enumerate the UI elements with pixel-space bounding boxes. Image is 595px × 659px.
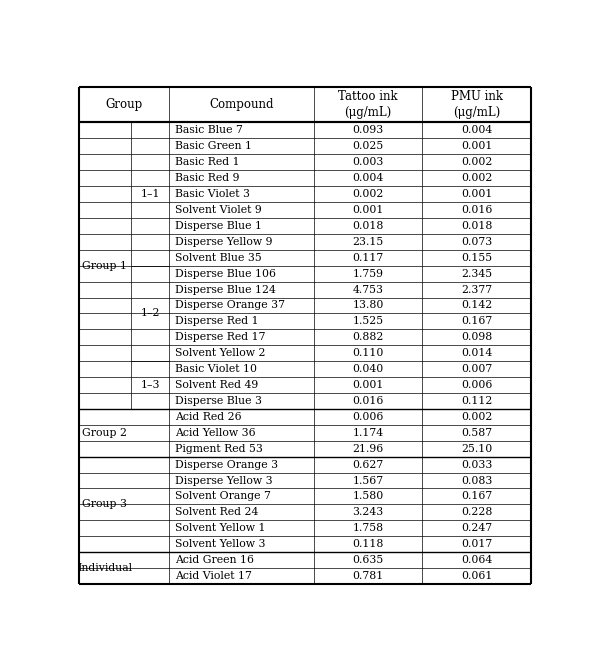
Text: Disperse Yellow 9: Disperse Yellow 9 bbox=[175, 237, 273, 247]
Text: 0.002: 0.002 bbox=[461, 173, 492, 183]
Text: 0.110: 0.110 bbox=[352, 348, 384, 358]
Text: 0.093: 0.093 bbox=[353, 125, 384, 136]
Text: 0.007: 0.007 bbox=[461, 364, 492, 374]
Text: 2.345: 2.345 bbox=[461, 269, 492, 279]
Text: 0.001: 0.001 bbox=[461, 189, 492, 199]
Text: 0.017: 0.017 bbox=[461, 539, 492, 549]
Text: 0.061: 0.061 bbox=[461, 571, 492, 581]
Text: Solvent Red 49: Solvent Red 49 bbox=[175, 380, 258, 390]
Text: Basic Green 1: Basic Green 1 bbox=[175, 142, 252, 152]
Text: 0.781: 0.781 bbox=[353, 571, 384, 581]
Text: Solvent Violet 9: Solvent Violet 9 bbox=[175, 205, 262, 215]
Text: Disperse Blue 3: Disperse Blue 3 bbox=[175, 396, 262, 406]
Text: Acid Yellow 36: Acid Yellow 36 bbox=[175, 428, 255, 438]
Text: Group 2: Group 2 bbox=[83, 428, 127, 438]
Text: 0.002: 0.002 bbox=[461, 412, 492, 422]
Text: 1–1: 1–1 bbox=[140, 189, 160, 199]
Text: 0.073: 0.073 bbox=[461, 237, 492, 247]
Text: 0.014: 0.014 bbox=[461, 348, 492, 358]
Text: 2.377: 2.377 bbox=[461, 285, 492, 295]
Text: 0.167: 0.167 bbox=[461, 316, 492, 326]
Text: 0.098: 0.098 bbox=[461, 332, 492, 342]
Text: 0.006: 0.006 bbox=[352, 412, 384, 422]
Text: Disperse Orange 37: Disperse Orange 37 bbox=[175, 301, 285, 310]
Text: Disperse Red 17: Disperse Red 17 bbox=[175, 332, 265, 342]
Text: 0.627: 0.627 bbox=[353, 459, 384, 470]
Text: Group 1: Group 1 bbox=[83, 261, 127, 271]
Text: Solvent Blue 35: Solvent Blue 35 bbox=[175, 253, 262, 263]
Text: Basic Red 1: Basic Red 1 bbox=[175, 158, 240, 167]
Text: 0.002: 0.002 bbox=[352, 189, 384, 199]
Text: 0.003: 0.003 bbox=[352, 158, 384, 167]
Text: 3.243: 3.243 bbox=[353, 507, 384, 517]
Text: 0.001: 0.001 bbox=[461, 142, 492, 152]
Text: 0.117: 0.117 bbox=[353, 253, 384, 263]
Text: 0.001: 0.001 bbox=[352, 380, 384, 390]
Text: Compound: Compound bbox=[209, 98, 274, 111]
Text: 25.10: 25.10 bbox=[461, 444, 492, 453]
Text: Basic Violet 3: Basic Violet 3 bbox=[175, 189, 250, 199]
Text: 0.040: 0.040 bbox=[353, 364, 384, 374]
Text: 1.580: 1.580 bbox=[353, 492, 384, 501]
Text: 0.064: 0.064 bbox=[461, 555, 492, 565]
Text: Pigment Red 53: Pigment Red 53 bbox=[175, 444, 263, 453]
Text: Disperse Blue 1: Disperse Blue 1 bbox=[175, 221, 262, 231]
Text: 1.174: 1.174 bbox=[353, 428, 384, 438]
Text: Group 3: Group 3 bbox=[83, 500, 127, 509]
Text: 0.025: 0.025 bbox=[353, 142, 384, 152]
Text: Disperse Red 1: Disperse Red 1 bbox=[175, 316, 258, 326]
Text: 1.758: 1.758 bbox=[353, 523, 384, 533]
Text: Acid Red 26: Acid Red 26 bbox=[175, 412, 242, 422]
Text: 1–2: 1–2 bbox=[140, 308, 160, 318]
Text: 0.004: 0.004 bbox=[461, 125, 492, 136]
Text: 0.228: 0.228 bbox=[461, 507, 492, 517]
Text: Solvent Yellow 1: Solvent Yellow 1 bbox=[175, 523, 265, 533]
Text: 23.15: 23.15 bbox=[353, 237, 384, 247]
Text: Disperse Blue 106: Disperse Blue 106 bbox=[175, 269, 276, 279]
Text: 0.083: 0.083 bbox=[461, 476, 492, 486]
Text: Tattoo ink
(μg/mL): Tattoo ink (μg/mL) bbox=[339, 90, 398, 119]
Text: Group: Group bbox=[105, 98, 143, 111]
Text: 0.002: 0.002 bbox=[461, 158, 492, 167]
Text: 1.525: 1.525 bbox=[353, 316, 384, 326]
Text: Solvent Orange 7: Solvent Orange 7 bbox=[175, 492, 271, 501]
Text: 1.759: 1.759 bbox=[353, 269, 384, 279]
Text: Disperse Yellow 3: Disperse Yellow 3 bbox=[175, 476, 273, 486]
Text: 0.016: 0.016 bbox=[461, 205, 492, 215]
Text: Basic Red 9: Basic Red 9 bbox=[175, 173, 239, 183]
Text: 0.001: 0.001 bbox=[352, 205, 384, 215]
Text: 0.033: 0.033 bbox=[461, 459, 492, 470]
Text: 0.167: 0.167 bbox=[461, 492, 492, 501]
Text: Individual: Individual bbox=[77, 563, 133, 573]
Text: 0.635: 0.635 bbox=[353, 555, 384, 565]
Text: 13.80: 13.80 bbox=[352, 301, 384, 310]
Text: Acid Green 16: Acid Green 16 bbox=[175, 555, 254, 565]
Text: Basic Violet 10: Basic Violet 10 bbox=[175, 364, 257, 374]
Text: Acid Violet 17: Acid Violet 17 bbox=[175, 571, 252, 581]
Text: 0.155: 0.155 bbox=[461, 253, 492, 263]
Text: Basic Blue 7: Basic Blue 7 bbox=[175, 125, 243, 136]
Text: 0.016: 0.016 bbox=[352, 396, 384, 406]
Text: PMU ink
(μg/mL): PMU ink (μg/mL) bbox=[450, 90, 503, 119]
Text: 1.567: 1.567 bbox=[353, 476, 384, 486]
Text: Solvent Yellow 3: Solvent Yellow 3 bbox=[175, 539, 265, 549]
Text: 0.112: 0.112 bbox=[461, 396, 492, 406]
Text: 1–3: 1–3 bbox=[140, 380, 160, 390]
Text: 0.882: 0.882 bbox=[352, 332, 384, 342]
Text: 0.587: 0.587 bbox=[461, 428, 492, 438]
Text: Solvent Yellow 2: Solvent Yellow 2 bbox=[175, 348, 265, 358]
Text: 4.753: 4.753 bbox=[353, 285, 384, 295]
Text: 0.142: 0.142 bbox=[461, 301, 492, 310]
Text: 0.006: 0.006 bbox=[461, 380, 492, 390]
Text: 21.96: 21.96 bbox=[353, 444, 384, 453]
Text: Disperse Orange 3: Disperse Orange 3 bbox=[175, 459, 278, 470]
Text: 0.247: 0.247 bbox=[461, 523, 492, 533]
Text: Solvent Red 24: Solvent Red 24 bbox=[175, 507, 258, 517]
Text: 0.004: 0.004 bbox=[353, 173, 384, 183]
Text: 0.118: 0.118 bbox=[352, 539, 384, 549]
Text: Disperse Blue 124: Disperse Blue 124 bbox=[175, 285, 275, 295]
Text: 0.018: 0.018 bbox=[461, 221, 492, 231]
Text: 0.018: 0.018 bbox=[352, 221, 384, 231]
